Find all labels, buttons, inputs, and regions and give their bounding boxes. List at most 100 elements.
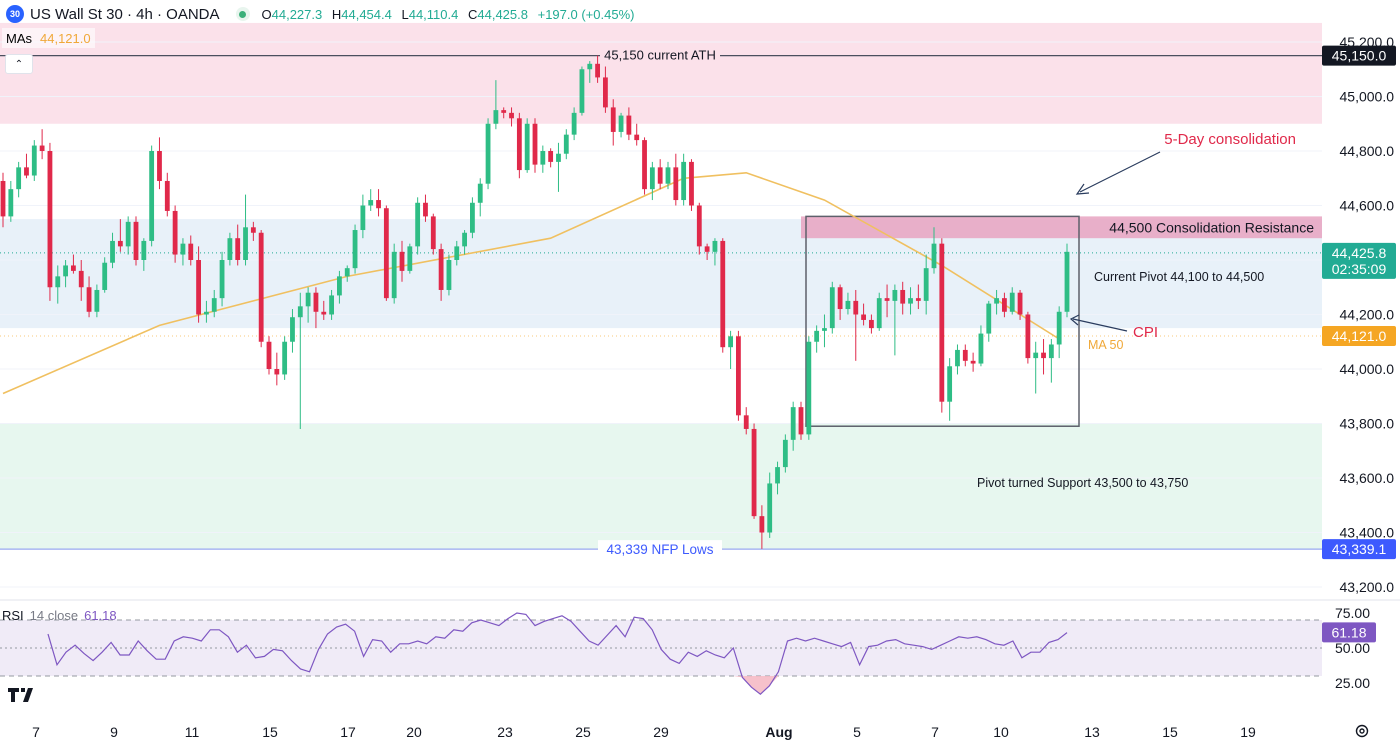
tradingview-logo-icon[interactable] bbox=[8, 686, 42, 702]
candle[interactable] bbox=[31, 145, 37, 176]
current-pivot-label[interactable]: Current Pivot 44,100 to 44,500 bbox=[1094, 270, 1264, 284]
candle[interactable] bbox=[634, 134, 640, 141]
candle[interactable] bbox=[172, 210, 178, 255]
candle[interactable] bbox=[94, 289, 100, 312]
candle[interactable] bbox=[829, 287, 835, 329]
candle[interactable] bbox=[1009, 292, 1015, 312]
ma50-label[interactable]: MA 50 bbox=[1088, 338, 1123, 352]
settings-gear-icon[interactable] bbox=[1354, 723, 1370, 739]
candle[interactable] bbox=[806, 341, 812, 435]
candle[interactable] bbox=[618, 115, 624, 132]
candle[interactable] bbox=[1056, 311, 1062, 345]
candle[interactable] bbox=[939, 243, 945, 402]
candle[interactable] bbox=[376, 200, 381, 209]
candle[interactable] bbox=[399, 251, 405, 271]
candle[interactable] bbox=[219, 260, 225, 299]
resistance-label[interactable]: 44,500 Consolidation Resistance bbox=[1109, 219, 1314, 235]
candle[interactable] bbox=[227, 238, 233, 260]
candle[interactable] bbox=[454, 246, 460, 260]
candle[interactable] bbox=[556, 153, 561, 162]
candle[interactable] bbox=[579, 69, 585, 113]
candle[interactable] bbox=[751, 428, 757, 517]
candle[interactable] bbox=[915, 298, 921, 301]
candle[interactable] bbox=[485, 123, 491, 184]
candle[interactable] bbox=[1033, 352, 1039, 359]
candle[interactable] bbox=[736, 336, 741, 416]
ma-legend[interactable]: MAs 44,121.0 bbox=[2, 28, 95, 48]
candle[interactable] bbox=[563, 134, 569, 154]
candle[interactable] bbox=[391, 251, 397, 299]
consolidation-box[interactable] bbox=[805, 215, 1080, 427]
candle[interactable] bbox=[235, 238, 241, 260]
candle[interactable] bbox=[712, 240, 718, 252]
candle[interactable] bbox=[344, 268, 350, 277]
candle[interactable] bbox=[869, 319, 874, 329]
candle[interactable] bbox=[47, 151, 53, 288]
rsi-line[interactable] bbox=[47, 612, 1068, 695]
candle[interactable] bbox=[603, 77, 608, 108]
last-price-badge[interactable] bbox=[1322, 242, 1396, 279]
candle[interactable] bbox=[321, 311, 327, 315]
candle[interactable] bbox=[1025, 314, 1031, 359]
candle[interactable] bbox=[532, 123, 538, 165]
candle[interactable] bbox=[258, 232, 264, 342]
candle[interactable] bbox=[297, 306, 303, 318]
candle[interactable] bbox=[1002, 298, 1007, 312]
support-label[interactable]: Pivot turned Support 43,500 to 43,750 bbox=[977, 476, 1188, 490]
candle[interactable] bbox=[978, 333, 984, 364]
candle[interactable] bbox=[337, 276, 342, 296]
nfp-low-label[interactable]: 43,339 NFP Lows bbox=[606, 542, 713, 557]
candle[interactable] bbox=[462, 232, 467, 247]
candle[interactable] bbox=[876, 298, 882, 329]
candle[interactable] bbox=[438, 249, 444, 290]
candle[interactable] bbox=[524, 123, 530, 171]
candle[interactable] bbox=[188, 243, 194, 260]
candle[interactable] bbox=[861, 314, 866, 320]
collapse-legend-button[interactable]: ⌃ bbox=[5, 54, 33, 74]
candle[interactable] bbox=[39, 145, 45, 151]
candle[interactable] bbox=[970, 360, 976, 364]
candle[interactable] bbox=[516, 118, 522, 171]
candle[interactable] bbox=[681, 161, 687, 201]
candle[interactable] bbox=[78, 270, 84, 288]
candle[interactable] bbox=[243, 227, 248, 260]
candle[interactable] bbox=[509, 112, 514, 119]
candle[interactable] bbox=[1048, 344, 1054, 359]
candle[interactable] bbox=[493, 110, 499, 124]
candle[interactable] bbox=[1017, 292, 1023, 315]
candle[interactable] bbox=[16, 167, 22, 190]
candle[interactable] bbox=[383, 208, 389, 299]
candle[interactable] bbox=[642, 140, 647, 190]
symbol-logo-icon[interactable]: 30 bbox=[6, 5, 24, 23]
candle[interactable] bbox=[853, 300, 859, 315]
candle[interactable] bbox=[626, 115, 632, 135]
candle[interactable] bbox=[360, 205, 366, 231]
ath-label[interactable]: 45,150 current ATH bbox=[604, 48, 716, 63]
nfp-price-badge[interactable] bbox=[1322, 539, 1396, 560]
candle[interactable] bbox=[962, 349, 968, 361]
candle[interactable] bbox=[55, 276, 61, 288]
candle[interactable] bbox=[696, 205, 702, 247]
candle[interactable] bbox=[720, 240, 726, 348]
candle[interactable] bbox=[180, 243, 186, 255]
candle[interactable] bbox=[657, 167, 663, 184]
candle[interactable] bbox=[610, 107, 616, 132]
candle[interactable] bbox=[986, 303, 992, 334]
candle[interactable] bbox=[196, 260, 201, 315]
candle[interactable] bbox=[955, 349, 960, 367]
rsi-value-badge[interactable] bbox=[1322, 622, 1376, 643]
candle[interactable] bbox=[704, 246, 710, 252]
candle[interactable] bbox=[798, 407, 804, 435]
five-day-label[interactable]: 5-Day consolidation bbox=[1164, 131, 1296, 148]
candle[interactable] bbox=[250, 227, 256, 233]
candle[interactable] bbox=[446, 260, 452, 290]
candle[interactable] bbox=[102, 262, 108, 290]
candle[interactable] bbox=[329, 295, 334, 315]
candle[interactable] bbox=[71, 265, 76, 271]
candle[interactable] bbox=[430, 216, 436, 250]
candle[interactable] bbox=[673, 167, 679, 201]
candle[interactable] bbox=[595, 63, 600, 78]
candle[interactable] bbox=[540, 151, 546, 165]
candle[interactable] bbox=[282, 341, 288, 375]
